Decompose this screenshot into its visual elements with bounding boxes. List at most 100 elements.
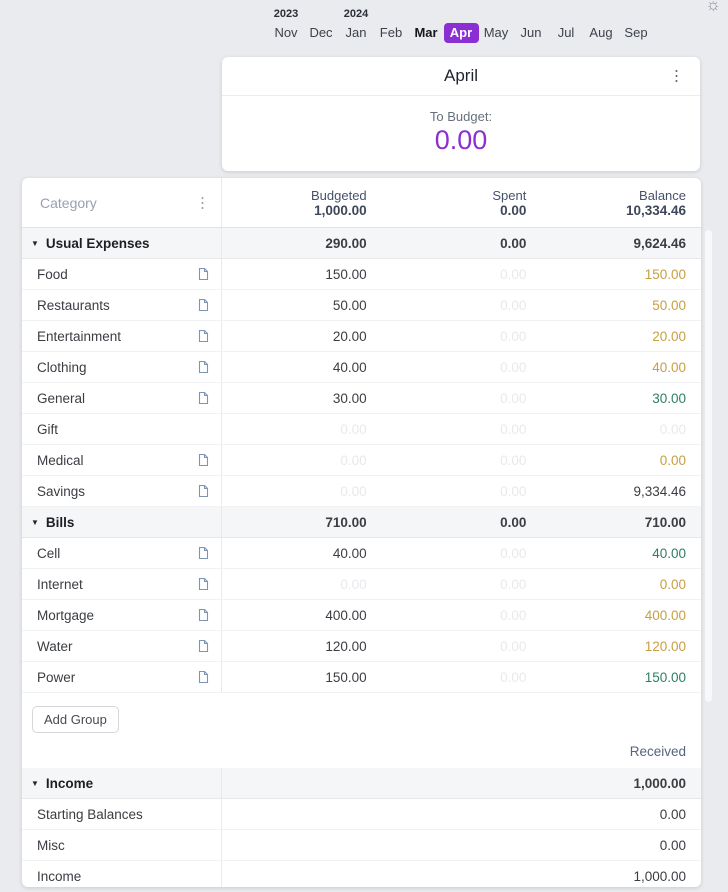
budgeted-header[interactable]: Budgeted 1,000.00 xyxy=(222,188,382,218)
category-name-cell[interactable]: Power xyxy=(22,662,222,692)
category-name[interactable]: Gift xyxy=(37,421,59,437)
note-icon[interactable] xyxy=(198,360,209,374)
budgeted-cell[interactable]: 40.00 xyxy=(332,545,367,561)
budgeted-cell[interactable]: 30.00 xyxy=(332,390,367,406)
group-name[interactable]: Income xyxy=(45,775,94,791)
spent-header[interactable]: Spent 0.00 xyxy=(382,188,542,218)
note-icon[interactable] xyxy=(198,329,209,343)
balance-cell[interactable]: 120.00 xyxy=(644,638,687,654)
category-name-cell[interactable]: Restaurants xyxy=(22,290,222,320)
note-icon[interactable] xyxy=(198,639,209,653)
balance-cell[interactable]: 0.00 xyxy=(659,576,687,592)
budgeted-cell[interactable]: 50.00 xyxy=(332,297,367,313)
category-name[interactable]: Internet xyxy=(37,576,83,592)
budgeted-cell[interactable]: 150.00 xyxy=(325,266,367,282)
category-name[interactable]: Water xyxy=(37,638,73,654)
balance-cell[interactable]: 400.00 xyxy=(644,607,687,623)
to-budget-value[interactable]: 0.00 xyxy=(434,125,488,155)
sun-theme-toggle-icon[interactable]: ☼ xyxy=(705,0,721,14)
balance-cell[interactable]: 20.00 xyxy=(652,328,687,344)
budgeted-cell[interactable]: 40.00 xyxy=(332,359,367,375)
spent-cell[interactable]: 0.00 xyxy=(500,421,527,437)
category-name[interactable]: Mortgage xyxy=(37,607,95,623)
budgeted-cell[interactable]: 0.00 xyxy=(340,576,367,592)
month-tab-jul[interactable]: Jul xyxy=(557,25,575,40)
balance-cell[interactable]: 50.00 xyxy=(652,297,687,313)
category-name-cell[interactable]: Misc xyxy=(22,830,222,860)
category-name[interactable]: Clothing xyxy=(37,359,87,375)
spent-cell[interactable]: 0.00 xyxy=(500,452,527,468)
balance-cell[interactable]: 40.00 xyxy=(652,545,687,561)
month-tab-apr[interactable]: Apr xyxy=(443,23,479,43)
spent-cell[interactable]: 0.00 xyxy=(500,545,527,561)
note-icon[interactable] xyxy=(198,484,209,498)
category-name-cell[interactable]: Clothing xyxy=(22,352,222,382)
budgeted-cell[interactable]: 150.00 xyxy=(325,669,367,685)
month-tab-aug[interactable]: Aug xyxy=(589,25,613,40)
category-name-cell[interactable]: Water xyxy=(22,631,222,661)
budgeted-cell[interactable]: 120.00 xyxy=(325,638,367,654)
month-tab-nov[interactable]: Nov xyxy=(274,25,298,40)
balance-cell[interactable]: 9,334.46 xyxy=(633,483,687,499)
budgeted-cell[interactable]: 20.00 xyxy=(332,328,367,344)
group-row-bills[interactable]: ▼ Bills 710.00 0.00 710.00 xyxy=(22,507,701,538)
month-tab-dec[interactable]: Dec xyxy=(309,25,333,40)
budgeted-cell[interactable]: 400.00 xyxy=(325,607,367,623)
balance-cell[interactable]: 0.00 xyxy=(659,421,687,437)
spent-cell[interactable]: 0.00 xyxy=(500,359,527,375)
note-icon[interactable] xyxy=(198,391,209,405)
category-name[interactable]: Misc xyxy=(37,837,65,853)
month-tab-jan[interactable]: Jan xyxy=(345,25,367,40)
add-group-button[interactable]: Add Group xyxy=(32,706,119,733)
category-name[interactable]: Food xyxy=(37,266,68,282)
month-tab-jun[interactable]: Jun xyxy=(520,25,542,40)
balance-cell[interactable]: 150.00 xyxy=(644,266,687,282)
note-icon[interactable] xyxy=(198,298,209,312)
spent-cell[interactable]: 0.00 xyxy=(500,390,527,406)
group-name[interactable]: Usual Expenses xyxy=(45,235,150,251)
spent-cell[interactable]: 0.00 xyxy=(500,638,527,654)
group-name[interactable]: Bills xyxy=(45,514,75,530)
note-icon[interactable] xyxy=(198,453,209,467)
category-name[interactable]: Cell xyxy=(37,545,61,561)
collapse-triangle-icon[interactable]: ▼ xyxy=(31,517,39,527)
spent-cell[interactable]: 0.00 xyxy=(500,297,527,313)
category-name-cell[interactable]: Food xyxy=(22,259,222,289)
category-name-cell[interactable]: Starting Balances xyxy=(22,799,222,829)
category-name-cell[interactable]: Gift xyxy=(22,414,222,444)
category-name[interactable]: Restaurants xyxy=(37,297,110,313)
category-name-cell[interactable]: Medical xyxy=(22,445,222,475)
spent-cell[interactable]: 0.00 xyxy=(500,266,527,282)
collapse-triangle-icon[interactable]: ▼ xyxy=(31,778,39,788)
category-name[interactable]: Power xyxy=(37,669,76,685)
category-name-cell[interactable]: Mortgage xyxy=(22,600,222,630)
note-icon[interactable] xyxy=(198,546,209,560)
balance-header[interactable]: Balance 10,334.46 xyxy=(541,188,701,218)
note-icon[interactable] xyxy=(198,577,209,591)
month-tab-feb[interactable]: Feb xyxy=(379,25,403,40)
budgeted-cell[interactable]: 0.00 xyxy=(340,421,367,437)
category-name-cell[interactable]: Income xyxy=(22,861,222,887)
balance-cell[interactable]: 40.00 xyxy=(652,359,687,375)
received-cell[interactable]: 0.00 xyxy=(659,837,686,853)
note-icon[interactable] xyxy=(198,267,209,281)
budgeted-cell[interactable]: 0.00 xyxy=(340,452,367,468)
spent-cell[interactable]: 0.00 xyxy=(500,669,527,685)
category-name-cell[interactable]: Savings xyxy=(22,476,222,506)
month-tab-mar[interactable]: Mar xyxy=(414,25,438,40)
category-name[interactable]: Entertainment xyxy=(37,328,122,344)
group-row-usual-expenses[interactable]: ▼ Usual Expenses 290.00 0.00 9,624.46 xyxy=(22,228,701,259)
balance-cell[interactable]: 30.00 xyxy=(652,390,687,406)
received-cell[interactable]: 0.00 xyxy=(659,806,686,822)
balance-cell[interactable]: 0.00 xyxy=(659,452,687,468)
category-kebab-menu-icon[interactable]: ⋮ xyxy=(195,194,210,211)
received-cell[interactable]: 1,000.00 xyxy=(633,868,686,884)
note-icon[interactable] xyxy=(198,608,209,622)
month-tab-may[interactable]: May xyxy=(483,25,509,40)
category-name-cell[interactable]: Internet xyxy=(22,569,222,599)
category-name[interactable]: Savings xyxy=(37,483,86,499)
category-name-cell[interactable]: Entertainment xyxy=(22,321,222,351)
note-icon[interactable] xyxy=(198,670,209,684)
kebab-menu-icon[interactable]: ⋮ xyxy=(669,67,684,85)
balance-cell[interactable]: 150.00 xyxy=(644,669,687,685)
